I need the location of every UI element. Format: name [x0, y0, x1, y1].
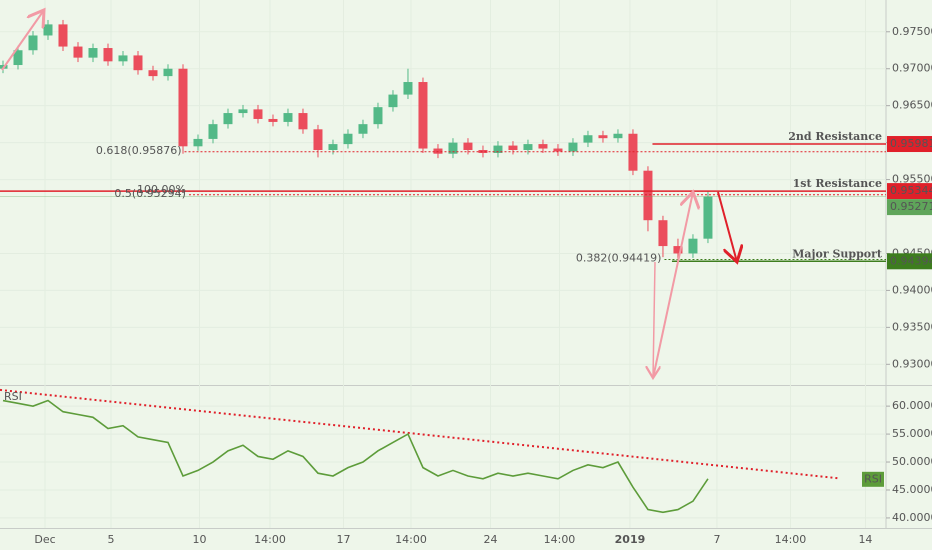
price-badge — [887, 183, 932, 200]
x-tick-label: 2019 — [615, 533, 646, 546]
candle-body — [478, 150, 488, 153]
fib-label: 100.00% — [137, 183, 186, 196]
candle-body — [433, 148, 443, 154]
rsi-badge-label: RSI — [864, 472, 882, 485]
x-tick-label: 5 — [107, 533, 114, 546]
candle-body — [388, 94, 398, 108]
x-tick-label: 14:00 — [544, 533, 576, 546]
rsi-title: RSI — [4, 390, 22, 403]
x-tick-label: 7 — [713, 533, 720, 546]
candle-body — [568, 142, 578, 152]
x-tick-label: 14:00 — [775, 533, 807, 546]
candle-body — [148, 70, 158, 77]
arrow — [1, 10, 44, 71]
price-badge-label: 0.95344 — [890, 184, 932, 197]
candle-body — [43, 24, 53, 36]
candle-body — [373, 107, 383, 125]
x-tick-label: 10 — [192, 533, 206, 546]
candle-body — [73, 46, 83, 58]
level-label: 1st Resistance — [793, 177, 882, 190]
candle-body — [343, 133, 353, 145]
candle-body — [118, 55, 128, 62]
candle-body — [163, 68, 173, 77]
candle-body — [28, 35, 38, 51]
rsi-line — [2, 399, 709, 514]
candle-body — [703, 196, 713, 239]
candle-body — [178, 68, 188, 147]
fib-label: 0.5(0.95294) — [114, 187, 186, 200]
candle-body — [463, 142, 473, 151]
x-tick-label: 14:00 — [254, 533, 286, 546]
fib-label: 0.382(0.94419) — [576, 251, 662, 264]
candle-body — [358, 124, 368, 134]
price-badge — [887, 136, 932, 153]
x-tick-label: 14 — [858, 533, 872, 546]
candle-body — [283, 113, 293, 122]
candle-body — [538, 144, 548, 149]
candle-body — [268, 118, 278, 122]
candle-body — [553, 148, 563, 152]
candle-body — [58, 24, 68, 47]
price-badge-label: 0.95981 — [890, 137, 932, 150]
candle-body — [493, 145, 503, 153]
candle-body — [13, 50, 23, 66]
candle-body — [643, 170, 653, 221]
candle-body — [403, 82, 413, 95]
candle-body — [133, 55, 143, 71]
candle-body — [508, 145, 518, 151]
x-tick-label: 14:00 — [395, 533, 427, 546]
price-badge — [887, 199, 932, 216]
price-badge — [887, 253, 932, 270]
arrow — [717, 191, 737, 262]
candle-body — [103, 48, 113, 62]
price-badge-label: 0.94394 — [890, 254, 932, 267]
x-tick-label: Dec — [34, 533, 55, 546]
price-badge-label: 0.95271 — [890, 200, 932, 213]
candle-body — [598, 135, 608, 139]
candle-body — [583, 135, 593, 143]
trend-line — [0, 388, 839, 480]
candle-body — [238, 109, 248, 114]
level-label: Major Support — [792, 247, 883, 260]
x-tick-label: 17 — [336, 533, 350, 546]
candle-body — [253, 109, 263, 119]
candle-body — [688, 238, 698, 254]
candle-body — [673, 246, 683, 254]
level-label: 2nd Resistance — [788, 130, 882, 143]
candle-body — [418, 82, 428, 149]
candle-body — [223, 113, 233, 125]
fib-label: 0.618(0.95876) — [96, 144, 182, 157]
candle-body — [328, 144, 338, 151]
arrow — [653, 261, 655, 378]
candle-body — [523, 144, 533, 151]
x-tick-label: 24 — [483, 533, 497, 546]
candle-body — [658, 220, 668, 247]
arrow — [652, 192, 693, 379]
candle-body — [613, 133, 623, 139]
candle-body — [298, 113, 308, 130]
y-tick-label: 0.93000 — [892, 357, 932, 370]
candle-body — [88, 48, 98, 58]
candle-body — [448, 142, 458, 154]
rsi-badge — [862, 471, 884, 487]
candle-body — [313, 129, 323, 151]
candle-body — [208, 124, 218, 139]
candle-body — [193, 138, 203, 147]
